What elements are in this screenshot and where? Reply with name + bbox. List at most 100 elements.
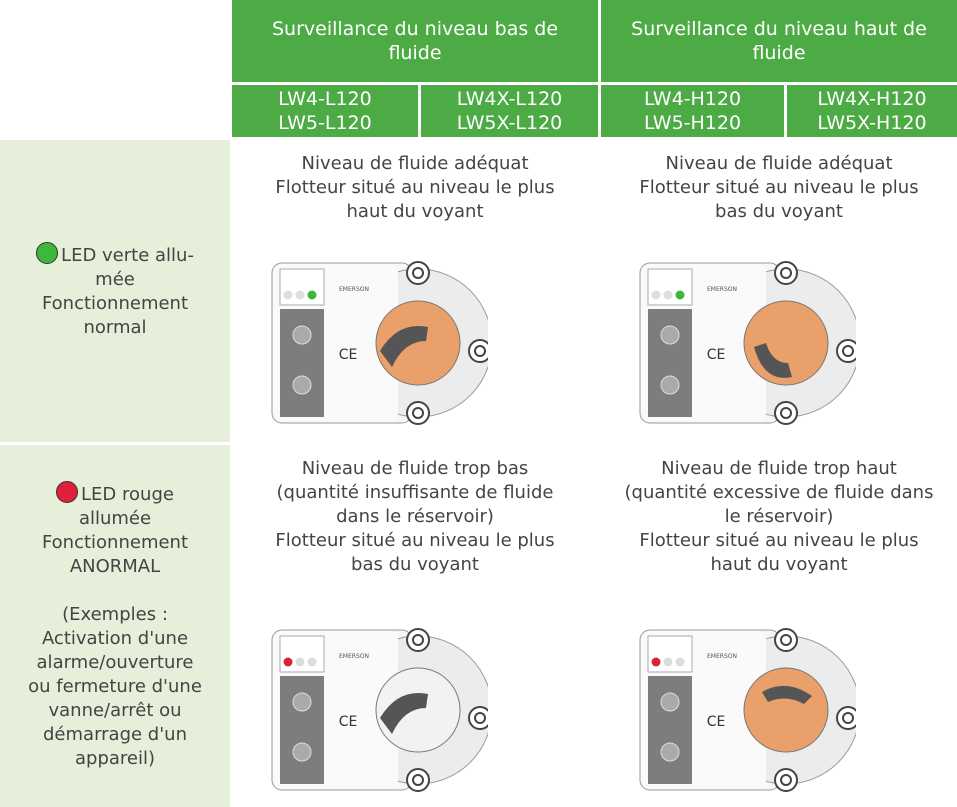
text-line: Fonctionnement [0,292,230,316]
text: Flotteur situé au niveau le plus [639,177,919,198]
text-line: LW4-L120 [232,87,418,111]
button [660,325,680,345]
nut [406,261,430,285]
nut-hole [412,634,424,646]
text-line: allumée [0,507,230,531]
text-line: LW5-L120 [232,111,418,135]
nut-hole [780,267,792,279]
description-cell: Niveau de fluide adéquat Flotteur situé a… [601,140,957,442]
description-cell: Niveau de fluide trop haut (quantité exce… [601,445,957,807]
header-text: Surveillance du niveau bas de fluide [271,18,559,64]
button [660,742,680,762]
window [743,667,829,753]
ce-mark: CE [707,347,726,363]
led [675,657,685,667]
led [307,290,317,300]
text-line: Niveau de fluide trop bas [232,457,598,481]
text-line: LW5X-L120 [421,111,598,135]
label-panel [279,635,325,673]
nut-hole [842,345,854,357]
text-line: LED rouge [0,481,230,507]
text-line: Flotteur situé au niveau le plus [232,529,598,553]
text: bas du voyant [715,201,843,222]
led [663,290,673,300]
text-line: Flotteur situé au niveau le plus [601,176,957,200]
float [380,326,428,367]
text-line: Flotteur situé au niveau le plus [232,176,598,200]
nut-hole [780,774,792,786]
text-line: Niveau de fluide adéquat [232,152,598,176]
button [660,375,680,395]
text-line: alarme/ouverture [0,651,230,675]
text: démarrage d'un [43,724,187,745]
nut [406,628,430,652]
text: Flotteur situé au niveau le plus [275,530,555,551]
text: Niveau de fluide trop bas [301,458,529,479]
nut-hole [412,774,424,786]
text: haut du voyant [346,201,484,222]
text-line: bas du voyant [601,200,957,224]
description-cell: Niveau de fluide trop bas (quantité insuf… [232,445,598,807]
text: (quantité excessive de fluide dans [624,482,934,503]
text: LED verte allu- [61,245,194,266]
led [283,657,293,667]
text-line: ANORMAL [0,555,230,579]
led [295,657,305,667]
text: ou fermeture d'une [28,676,202,697]
text: haut du voyant [710,554,848,575]
text-line: (quantité excessive de fluide dans [601,481,957,505]
float [380,693,428,734]
text-line: LW5-H120 [601,111,784,135]
float [762,685,812,704]
nut [774,401,798,425]
text: Activation d'une [41,628,189,649]
text: le réservoir) [724,506,834,527]
text: LW4X-L120 [456,88,563,110]
text: dans le réservoir) [336,506,494,527]
description-cell: Niveau de fluide adéquat Flotteur situé a… [232,140,598,442]
nut-hole [474,712,486,724]
button-panel [648,676,692,784]
text: Fonctionnement [41,293,189,314]
brand: EMERSON [339,653,369,660]
text-line: démarrage d'un [0,723,230,747]
model-cell: LW4X-L120 LW5X-L120 [421,85,598,137]
ce-mark: CE [339,714,358,730]
label-panel [279,268,325,306]
nut-hole [780,634,792,646]
text-line: mée [0,268,230,292]
nut-hole [412,267,424,279]
text: Fonctionnement [41,532,189,553]
text-line: LW4X-L120 [421,87,598,111]
window [375,667,461,753]
text-line: vanne/arrêt ou [0,699,230,723]
text: mée [95,269,135,290]
text-line: LW5X-H120 [787,111,957,135]
nut [406,768,430,792]
text: (Exemples : [62,604,168,625]
nut [774,628,798,652]
text-line: ou fermeture d'une [0,675,230,699]
float [754,343,792,378]
model-cell: LW4-H120 LW5-H120 [601,85,784,137]
led [675,290,685,300]
text-line: appareil) [0,747,230,771]
button [292,742,312,762]
text: LW4-H120 [643,88,742,110]
text-line: Fonctionnement [0,531,230,555]
header-text: Surveillance du niveau haut de fluide [631,18,927,64]
led [651,290,661,300]
nut [836,339,856,363]
text: (quantité insuffisante de fluide [276,482,554,503]
text: Flotteur situé au niveau le plus [275,177,555,198]
text-line: Activation d'une [0,627,230,651]
text-line: haut du voyant [232,200,598,224]
device-image: EMERSON CE [271,261,488,425]
text: LW5-H120 [643,112,742,134]
ce-mark: CE [339,347,358,363]
nut [774,261,798,285]
text-line: haut du voyant [601,553,957,577]
status-cell: LED rouge allumée Fonctionnement ANORMAL (Ex… [0,445,230,807]
text-line: LW4-H120 [601,87,784,111]
